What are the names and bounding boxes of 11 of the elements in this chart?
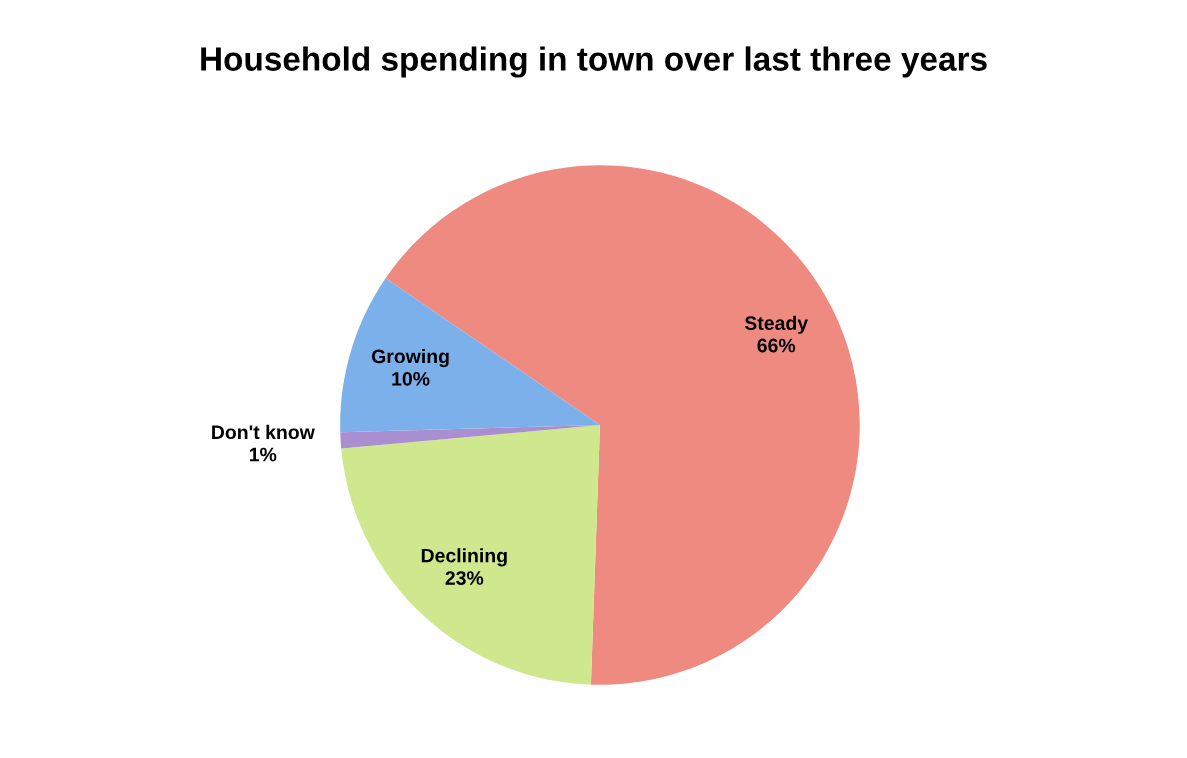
pie-slice	[341, 425, 600, 685]
pie-slice	[340, 278, 600, 433]
slice-label: Growing	[371, 348, 449, 368]
chart-title: Household spending in town over last three years	[201, 46, 987, 78]
slice-label: Declining	[421, 548, 507, 567]
data-label: 1%	[250, 447, 277, 462]
slice-label: Steady	[744, 315, 808, 334]
data-label: 10%	[392, 371, 430, 386]
slice-label: Don't know	[212, 424, 315, 440]
data-label: 23%	[445, 571, 484, 585]
data-label: 66%	[757, 338, 796, 353]
